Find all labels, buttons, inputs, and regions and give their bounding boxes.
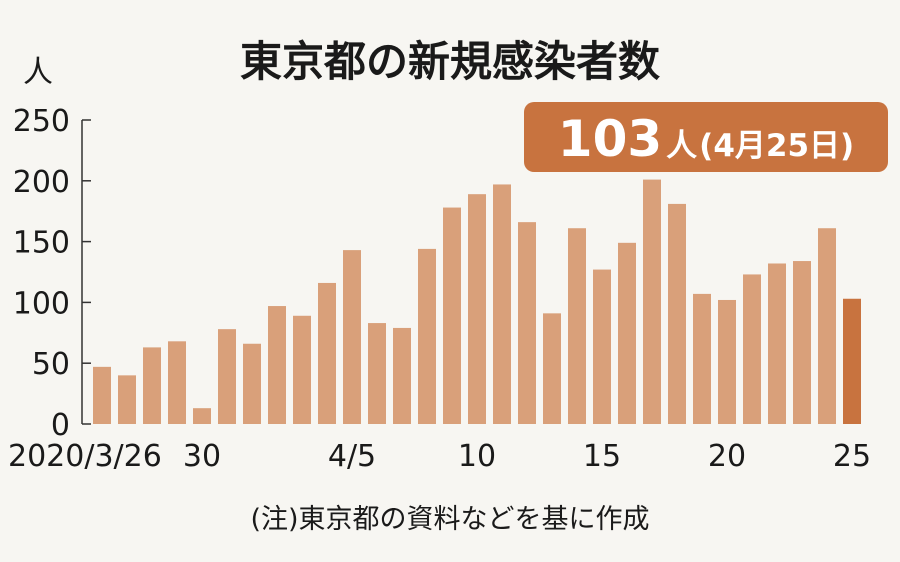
bar-4/22 — [768, 263, 786, 424]
callout-value: 103 — [558, 110, 662, 168]
x-tick-label: 30 — [183, 439, 221, 474]
y-tick-label: 200 — [13, 165, 70, 200]
x-axis: 2020/3/26 30 4/5 10 15 20 25 — [8, 439, 871, 474]
bar-4/3 — [293, 315, 311, 424]
chart-title: 東京都の新規感染者数 — [240, 37, 660, 86]
bar-4/15 — [593, 269, 611, 424]
x-tick-label: 15 — [583, 439, 621, 474]
y-tick-label: 0 — [51, 408, 70, 443]
bar-4/5 — [343, 250, 361, 424]
y-tick-label: 100 — [13, 286, 70, 321]
bar-4/4 — [318, 282, 336, 424]
x-tick-label: 10 — [458, 439, 496, 474]
callout-date: (4月25日) — [699, 128, 854, 164]
bar-4/10 — [468, 194, 486, 424]
callout-text: 103 人(4月25日) — [558, 110, 854, 168]
y-axis: 0 50 100 150 200 250 — [13, 104, 91, 443]
y-tick-label: 250 — [13, 104, 70, 139]
bar-4/9 — [443, 207, 461, 424]
x-tick-label: 4/5 — [328, 439, 376, 474]
bar-4/25 — [843, 298, 861, 424]
bar-4/13 — [543, 313, 561, 424]
bar-4/16 — [618, 242, 636, 424]
bar-4/11 — [493, 184, 511, 424]
bar-4/24 — [818, 228, 836, 424]
y-axis-unit: 人 — [23, 55, 53, 90]
bar-3/30 — [193, 408, 211, 424]
bar-3/28 — [143, 347, 161, 424]
callout-background — [524, 102, 888, 172]
bars — [93, 179, 861, 424]
bar-3/29 — [168, 341, 186, 424]
bar-4/7 — [393, 327, 411, 424]
bar-4/17 — [643, 179, 661, 424]
x-tick-label: 2020/3/26 — [8, 439, 162, 474]
callout-unit: 人 — [666, 128, 697, 164]
y-tick-label: 150 — [13, 226, 70, 261]
bar-4/14 — [568, 228, 586, 424]
x-tick-label: 25 — [833, 439, 871, 474]
bar-3/27 — [118, 375, 136, 424]
bar-4/2 — [268, 306, 286, 424]
bar-4/19 — [693, 293, 711, 424]
y-tick-label: 50 — [32, 347, 70, 382]
bar-4/12 — [518, 222, 536, 424]
bar-4/18 — [668, 203, 686, 424]
bar-4/6 — [368, 323, 386, 424]
bar-4/1 — [243, 343, 261, 424]
bar-4/20 — [718, 299, 736, 424]
bar-3/31 — [218, 329, 236, 424]
x-tick-label: 20 — [708, 439, 746, 474]
bar-4/8 — [418, 248, 436, 424]
bar-2020/3/26 — [93, 366, 111, 424]
bar-4/23 — [793, 261, 811, 424]
bar-4/21 — [743, 274, 761, 424]
source-note: (注)東京都の資料などを基に作成 — [250, 504, 649, 535]
callout-box: 103 人(4月25日) — [524, 102, 888, 172]
